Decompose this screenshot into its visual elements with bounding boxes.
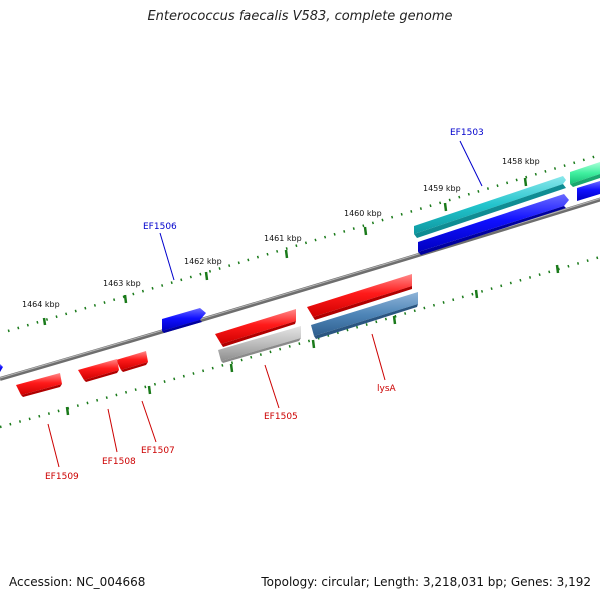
reverse-features: [16, 274, 418, 397]
outer-tick-track: [7, 153, 600, 333]
feature-gray[interactable]: [218, 326, 301, 361]
gene-lysA[interactable]: [311, 292, 418, 336]
genome-backbone: [0, 197, 600, 381]
scale-label-1463: 1463 kbp: [103, 279, 141, 288]
gene-EF1506-shade: [162, 320, 202, 333]
leader-EF1505: [264, 364, 280, 409]
label-EF1508[interactable]: EF1508: [102, 457, 136, 467]
feature-gray-shade: [221, 338, 301, 363]
outer-major-ticks: [42, 177, 528, 326]
feature-blue-edge[interactable]: [577, 181, 600, 201]
accession-text: Accession: NC_004668: [9, 575, 146, 589]
gene-EF1505-shade: [221, 321, 296, 347]
genome-backbone-highlight: [0, 198, 600, 379]
gene-EF1509[interactable]: [16, 373, 62, 395]
leader-EF1503: [459, 140, 483, 187]
leader-EF1507: [141, 400, 157, 443]
gene-labels: EF1503 EF1505 EF1506 EF1507 EF1508 EF150…: [45, 128, 484, 482]
label-EF1509[interactable]: EF1509: [45, 472, 79, 482]
gene-EF1508[interactable]: [78, 359, 119, 380]
leader-EF1508: [107, 408, 118, 453]
scale-label-1459: 1459 kbp: [423, 184, 461, 193]
gene-lysA-shade: [314, 304, 418, 339]
leader-EF1506: [159, 232, 175, 281]
gene-EF1503-shade: [418, 206, 566, 255]
scale-label-1462: 1462 kbp: [184, 257, 222, 266]
feature-teal-shade: [414, 184, 566, 238]
gene-EF1507-shade: [121, 362, 148, 372]
gene-EF1507[interactable]: [116, 351, 148, 370]
leader-lysA: [371, 333, 386, 381]
forward-features: [0, 162, 600, 372]
gene-label-leaders: [47, 140, 483, 468]
label-EF1507[interactable]: EF1507: [141, 446, 175, 456]
feature-green-shade: [570, 174, 600, 187]
gene-EF1503[interactable]: [418, 194, 569, 252]
feature-blue-left[interactable]: [0, 364, 3, 372]
genome-summary-text: Topology: circular; Length: 3,218,031 bp…: [261, 575, 591, 589]
scale-label-1464: 1464 kbp: [22, 300, 60, 309]
feature-red-large-shade: [313, 286, 412, 320]
feature-teal[interactable]: [414, 176, 566, 234]
gene-EF1509-shade: [21, 384, 62, 397]
leader-EF1509: [47, 423, 60, 468]
map-title: Enterococcus faecalis V583, complete gen…: [147, 9, 453, 24]
inner-major-ticks: [65, 264, 560, 416]
inner-tick-track: [0, 255, 600, 429]
gene-EF1505[interactable]: [215, 309, 296, 344]
label-EF1505[interactable]: EF1505: [264, 412, 298, 422]
gene-EF1506[interactable]: [162, 308, 206, 331]
feature-green[interactable]: [570, 162, 600, 184]
gene-EF1508-shade: [84, 370, 119, 382]
scale-label-1460: 1460 kbp: [344, 209, 382, 218]
label-EF1506[interactable]: EF1506: [143, 222, 177, 232]
label-EF1503[interactable]: EF1503: [450, 128, 484, 138]
label-lysA[interactable]: lysA: [377, 384, 397, 394]
feature-red-large[interactable]: [307, 274, 412, 317]
scale-label-1458: 1458 kbp: [502, 157, 540, 166]
scale-labels: 1458 kbp 1459 kbp 1460 kbp 1461 kbp 1462…: [22, 157, 540, 309]
scale-label-1461: 1461 kbp: [264, 234, 302, 243]
